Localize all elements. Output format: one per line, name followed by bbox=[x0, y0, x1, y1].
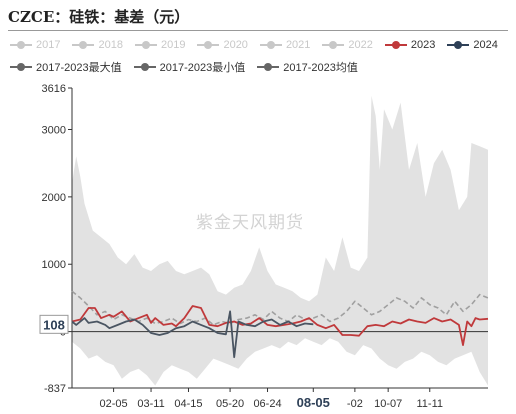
x-tick-label: 03-11 bbox=[137, 398, 164, 410]
current-value-text: 108 bbox=[43, 317, 65, 332]
legend-marker-icon bbox=[197, 41, 220, 49]
y-tick-label: 2000 bbox=[42, 192, 66, 204]
legend-row-2: 2017-2023最大值 2017-2023最小值 2017-2023均值 bbox=[10, 56, 510, 78]
legend-label: 2023 bbox=[410, 39, 436, 51]
series-line-2024 bbox=[71, 310, 314, 359]
legend-row-1: 2017 2018 2019 2020 2021 2022 2023 2024 bbox=[10, 34, 510, 56]
legend-marker-icon bbox=[257, 63, 280, 71]
x-tick-label: 02-05 bbox=[100, 398, 128, 410]
legend: 2017 2018 2019 2020 2021 2022 2023 2024 2017-20… bbox=[10, 34, 510, 78]
legend-label: 2024 bbox=[473, 39, 498, 51]
x-tick-label: 11-11 bbox=[417, 398, 444, 410]
legend-item-3[interactable]: 2020 bbox=[197, 39, 248, 51]
title-divider bbox=[8, 30, 508, 31]
watermark: 紫金天风期货 bbox=[196, 213, 304, 233]
legend-marker-icon bbox=[134, 41, 157, 49]
legend-item-2[interactable]: 2019 bbox=[134, 39, 186, 51]
y-tick-label: 1000 bbox=[42, 259, 66, 271]
legend-label: 2020 bbox=[223, 39, 248, 51]
legend-item-9[interactable]: 2017-2023最小值 bbox=[133, 59, 246, 75]
legend-marker-icon bbox=[447, 41, 470, 49]
legend-label: 2017-2023最大值 bbox=[36, 62, 122, 74]
legend-label: 2021 bbox=[285, 39, 311, 51]
legend-marker-icon bbox=[322, 41, 345, 49]
min-max-band bbox=[72, 95, 488, 386]
legend-item-0[interactable]: 2017 bbox=[10, 39, 60, 51]
y-tick-label: 3616 bbox=[42, 83, 66, 95]
legend-marker-icon bbox=[133, 63, 156, 71]
x-tick-label: 10-07 bbox=[374, 398, 402, 410]
legend-item-6[interactable]: 2023 bbox=[384, 39, 436, 51]
y-tick-label: 3000 bbox=[42, 125, 66, 137]
legend-marker-icon bbox=[10, 41, 32, 49]
legend-item-8[interactable]: 2017-2023最大值 bbox=[10, 59, 122, 75]
legend-item-10[interactable]: 2017-2023均值 bbox=[257, 59, 358, 75]
legend-label: 2017 bbox=[36, 39, 61, 51]
legend-label: 2017-2023最小值 bbox=[159, 62, 246, 74]
legend-marker-icon bbox=[10, 63, 32, 71]
legend-label: 2022 bbox=[348, 39, 373, 51]
legend-label: 2019 bbox=[160, 39, 186, 51]
legend-item-7[interactable]: 2024 bbox=[447, 39, 498, 51]
chart-title: CZCE：硅铁：基差（元） bbox=[8, 8, 190, 26]
legend-item-1[interactable]: 2018 bbox=[72, 39, 123, 51]
legend-marker-icon bbox=[384, 41, 407, 49]
legend-label: 2018 bbox=[98, 39, 123, 51]
y-tick-label: -837 bbox=[44, 383, 66, 395]
x-tick-label: -02 bbox=[347, 398, 363, 410]
x-tick-label: 08-05 bbox=[297, 395, 330, 410]
legend-marker-icon bbox=[259, 41, 282, 49]
x-tick-label: 06-24 bbox=[253, 398, 281, 410]
current-value-label: 108 bbox=[39, 314, 69, 334]
series-line-mean bbox=[71, 290, 489, 326]
legend-item-5[interactable]: 2022 bbox=[322, 39, 373, 51]
x-tick-label: 05-20 bbox=[216, 398, 244, 410]
legend-marker-icon bbox=[72, 41, 95, 49]
chart-plot: 36163000200010000-83702-0503-1104-1505-2… bbox=[39, 83, 489, 410]
x-tick-label: 04-15 bbox=[174, 398, 202, 410]
legend-label: 2017-2023均值 bbox=[283, 62, 358, 74]
legend-item-4[interactable]: 2021 bbox=[259, 39, 311, 51]
